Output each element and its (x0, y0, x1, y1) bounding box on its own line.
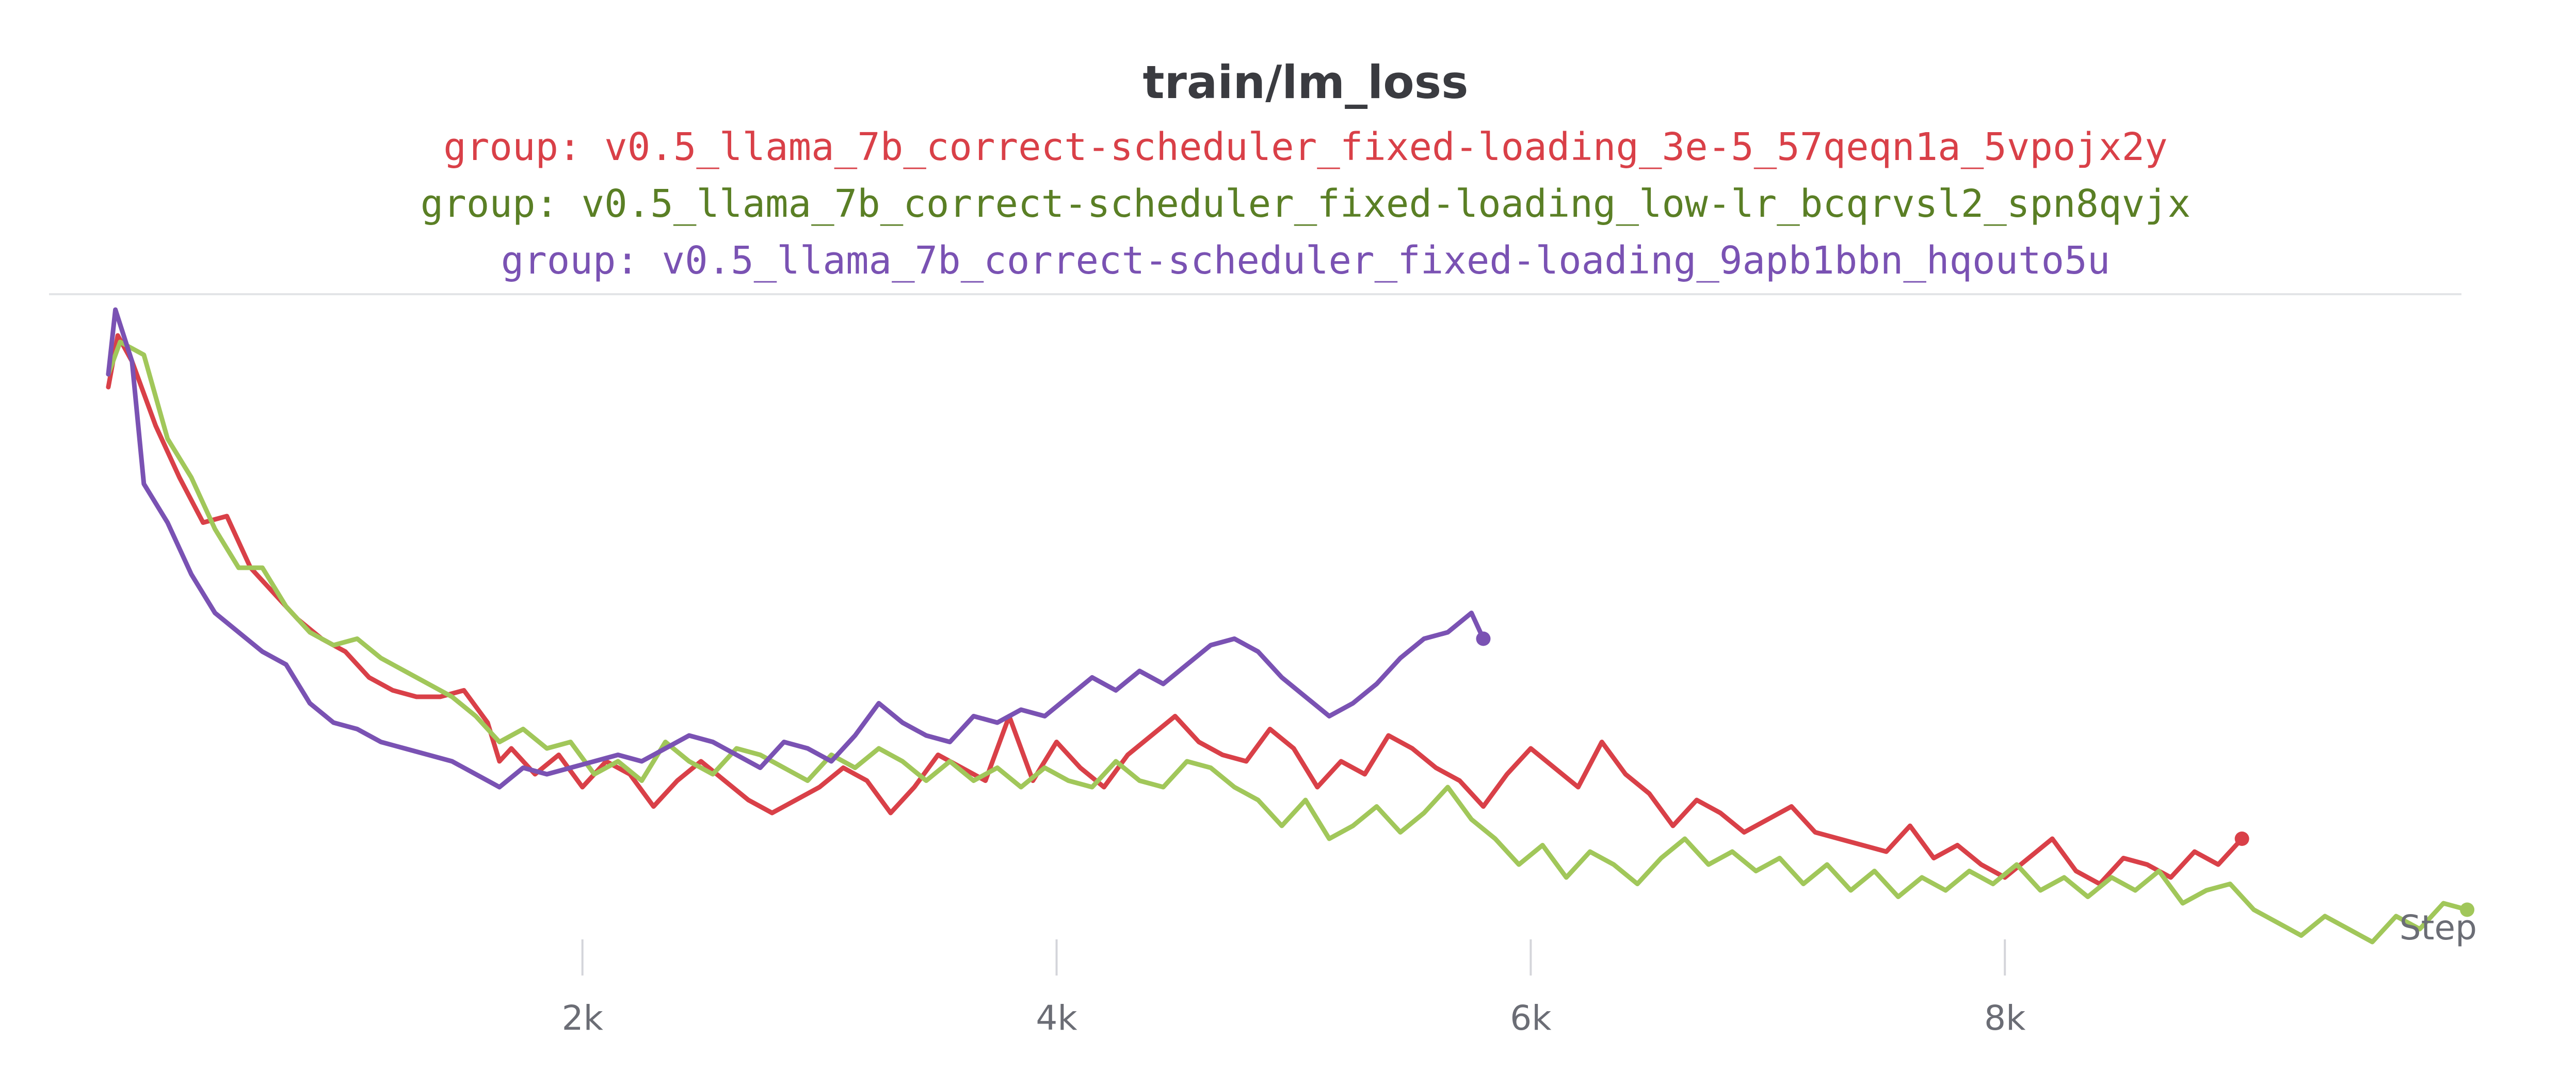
x-tick-label: 4k (1036, 998, 1077, 1038)
x-tick-label: 6k (1510, 998, 1552, 1038)
chart-title: train/lm_loss (1142, 56, 1468, 109)
series-line-low-lr-end-point[interactable] (2460, 902, 2475, 917)
series-line-9apb1bbn-end-point[interactable] (1476, 631, 1491, 646)
legend-entry-9apb1bbn[interactable]: group: v0.5_llama_7b_correct-scheduler_f… (501, 238, 2111, 283)
series-line-3e-5-end-point[interactable] (2234, 832, 2249, 846)
series-line-3e-5[interactable] (106, 333, 2245, 886)
series-line-9apb1bbn[interactable] (106, 307, 1486, 790)
plot-area[interactable] (106, 307, 2475, 945)
x-axis: 2k 4k 6k 8k (562, 939, 2026, 1038)
x-tick-label: 2k (562, 998, 604, 1038)
x-axis-label: Step (2400, 908, 2477, 948)
series-line-low-lr[interactable] (106, 340, 2470, 945)
legend-entry-3e-5[interactable]: group: v0.5_llama_7b_correct-scheduler_f… (443, 125, 2167, 169)
x-tick-label: 8k (1984, 998, 2026, 1038)
legend-entry-low-lr[interactable]: group: v0.5_llama_7b_correct-scheduler_f… (421, 182, 2191, 226)
